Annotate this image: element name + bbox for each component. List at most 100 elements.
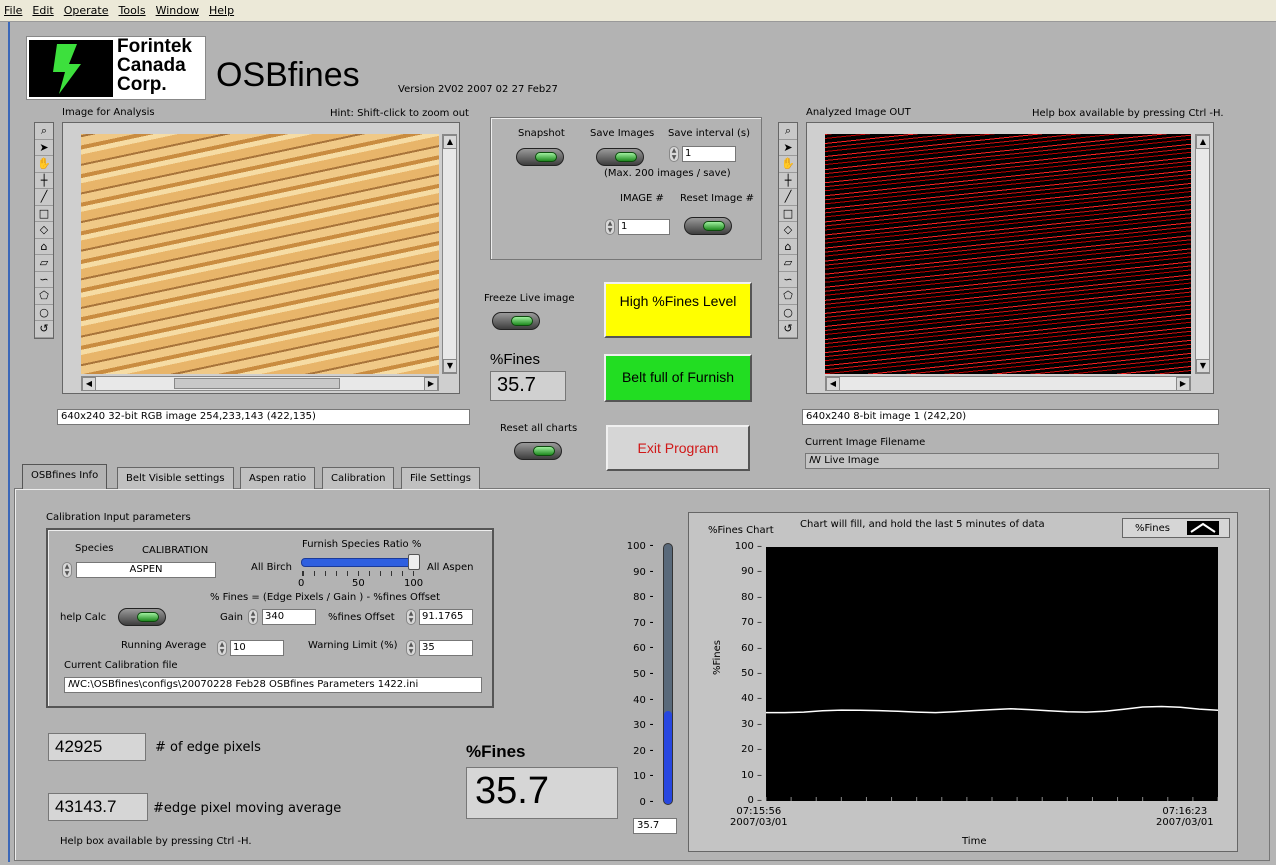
menu-window[interactable]: Window (155, 4, 199, 17)
arrow-icon[interactable]: ➤ (35, 140, 53, 156)
save-interval-spinner[interactable]: ▲ ▼ (669, 146, 679, 162)
calibration-group (46, 528, 494, 708)
polygon-icon[interactable]: ⌂ (779, 239, 797, 255)
chart-y-tick-70: 70 – (741, 617, 762, 629)
crosshair-icon[interactable]: ┼ (35, 173, 53, 189)
ring-icon[interactable]: ○ (35, 305, 53, 321)
tab-calibration[interactable]: Calibration (322, 467, 395, 489)
chart-legend: %Fines (1122, 518, 1230, 538)
zoom-icon[interactable]: ⌕ (779, 123, 797, 140)
scroll-left-icon[interactable]: ◀ (82, 377, 96, 391)
species-spinner[interactable]: ▲ ▼ (62, 562, 72, 578)
image-number-input[interactable]: 1 (618, 219, 670, 235)
line-icon[interactable]: ╱ (779, 189, 797, 206)
rect-icon[interactable]: □ (35, 206, 53, 222)
fines-offset-label: %fines Offset (328, 612, 395, 623)
reset-image-label: Reset Image # (680, 193, 754, 204)
ring-icon[interactable]: ○ (779, 305, 797, 321)
calibration-label: CALIBRATION (142, 545, 209, 556)
high-fines-indicator: High %Fines Level (604, 282, 752, 338)
tab-file-settings[interactable]: File Settings (401, 467, 480, 489)
species-ratio-slider-thumb[interactable] (408, 554, 420, 570)
scroll-right-icon[interactable]: ▶ (1176, 377, 1190, 391)
calibration-file-field[interactable]: ꟿC:\OSBfines\configs\20070228 Feb28 OSBf… (64, 677, 482, 693)
calibration-section-label: Calibration Input parameters (46, 512, 191, 523)
tab-aspen-ratio[interactable]: Aspen ratio (240, 467, 316, 489)
exit-program-button[interactable]: Exit Program (606, 425, 750, 471)
scroll-down-icon[interactable]: ▼ (1196, 359, 1210, 373)
freehand-icon[interactable]: ▱ (779, 255, 797, 272)
save-interval-input[interactable]: 1 (682, 146, 736, 162)
menu-edit[interactable]: Edit (32, 4, 54, 17)
scroll-left-icon[interactable]: ◀ (826, 377, 840, 391)
current-filename-value: Live Image (824, 455, 880, 466)
chart-y-tick-40: 40 – (741, 693, 762, 705)
gauge-tick-30: 30 ⁃ (633, 720, 654, 732)
menu-file[interactable]: File (4, 4, 23, 17)
menu-help[interactable]: Help (208, 4, 235, 17)
lasso-icon[interactable]: ∽ (779, 272, 797, 288)
oval-icon[interactable]: ⬠ (35, 288, 53, 305)
hand-icon[interactable]: ✋ (779, 156, 797, 173)
freehand-icon[interactable]: ▱ (35, 255, 53, 272)
gain-input[interactable]: 340 (262, 609, 316, 625)
crosshair-icon[interactable]: ┼ (779, 173, 797, 189)
left-image-display[interactable]: ▲ ▼ ◀ ▶ (62, 122, 460, 394)
left-hscroll[interactable]: ◀ ▶ (81, 376, 439, 391)
right-hscroll[interactable]: ◀ ▶ (825, 376, 1191, 391)
scroll-right-icon[interactable]: ▶ (424, 377, 438, 391)
scroll-thumb[interactable] (174, 378, 340, 389)
wood-chip-image[interactable] (81, 134, 439, 374)
species-input[interactable]: ASPEN (76, 562, 216, 578)
left-tool-palette: ⌕ ➤ ✋ ┼ ╱ □ ◇ ⌂ ▱ ∽ ⬠ ○ ↺ (34, 122, 54, 339)
image-number-spinner[interactable]: ▲ ▼ (605, 219, 615, 235)
save-controls-group (490, 117, 762, 260)
help-calc-toggle[interactable] (118, 608, 166, 626)
menu-tools[interactable]: Tools (118, 4, 146, 17)
species-label: Species (75, 543, 114, 554)
right-vscroll[interactable]: ▲ ▼ (1195, 134, 1210, 374)
warning-limit-input[interactable]: 35 (419, 640, 473, 656)
left-vscroll[interactable]: ▲ ▼ (442, 134, 457, 374)
fines-chart-plot[interactable] (766, 547, 1218, 801)
hand-icon[interactable]: ✋ (35, 156, 53, 173)
lasso-icon[interactable]: ∽ (35, 272, 53, 288)
running-average-spinner[interactable]: ▲ ▼ (217, 640, 227, 656)
line-icon[interactable]: ╱ (35, 189, 53, 206)
reset-image-toggle[interactable] (684, 217, 732, 235)
current-filename-label: Current Image Filename (805, 437, 926, 448)
save-images-toggle[interactable] (596, 148, 644, 166)
fines-offset-spinner[interactable]: ▲ ▼ (406, 609, 416, 625)
scroll-down-icon[interactable]: ▼ (443, 359, 457, 373)
menu-operate[interactable]: Operate (63, 4, 109, 17)
snapshot-toggle[interactable] (516, 148, 564, 166)
running-average-input[interactable]: 10 (230, 640, 284, 656)
edge-detected-image[interactable] (825, 134, 1191, 374)
gain-spinner[interactable]: ▲ ▼ (248, 609, 258, 625)
curve-icon[interactable]: ↺ (779, 321, 797, 338)
gauge-tick-40: 40 ⁃ (633, 694, 654, 706)
diamond-icon[interactable]: ◇ (779, 222, 797, 239)
zoom-icon[interactable]: ⌕ (35, 123, 53, 140)
freeze-toggle[interactable] (492, 312, 540, 330)
reset-charts-toggle[interactable] (514, 442, 562, 460)
help-hint-top: Help box available by pressing Ctrl -H. (1032, 108, 1224, 119)
warning-limit-spinner[interactable]: ▲ ▼ (406, 640, 416, 656)
fines-offset-input[interactable]: 91.1765 (419, 609, 473, 625)
oval-icon[interactable]: ⬠ (779, 288, 797, 305)
tab-belt-visible-settings[interactable]: Belt Visible settings (117, 467, 234, 489)
polygon-icon[interactable]: ⌂ (35, 239, 53, 255)
toggle-led (535, 152, 557, 162)
tab-osbfines-info[interactable]: OSBfines Info (22, 464, 108, 489)
diamond-icon[interactable]: ◇ (35, 222, 53, 239)
scroll-up-icon[interactable]: ▲ (1196, 135, 1210, 149)
formula-label: % Fines = (Edge Pixels / Gain ) - %fines… (210, 592, 440, 603)
rect-icon[interactable]: □ (779, 206, 797, 222)
scroll-up-icon[interactable]: ▲ (443, 135, 457, 149)
chart-x-end: 07:16:23 2007/03/01 (1156, 806, 1214, 828)
species-ratio-slider[interactable] (301, 558, 417, 567)
toggle-led (615, 152, 637, 162)
arrow-icon[interactable]: ➤ (779, 140, 797, 156)
curve-icon[interactable]: ↺ (35, 321, 53, 338)
right-image-display[interactable]: ▲ ▼ ◀ ▶ (806, 122, 1214, 394)
